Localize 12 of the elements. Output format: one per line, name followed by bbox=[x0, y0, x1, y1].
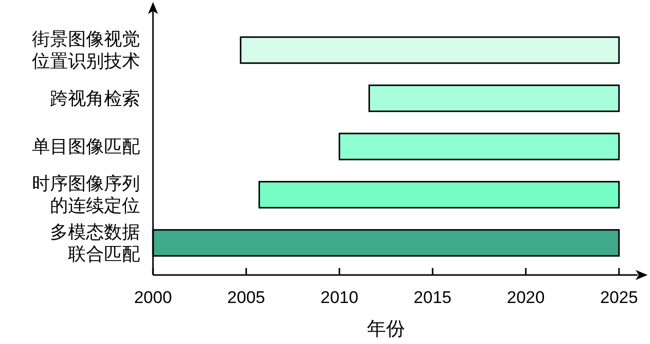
y-tick-label: 时序图像序列的连续定位 bbox=[32, 174, 140, 216]
x-tick-label: 2010 bbox=[320, 288, 358, 307]
x-tick-label: 2005 bbox=[227, 288, 266, 307]
x-tick-label: 2015 bbox=[414, 288, 452, 307]
y-tick-label: 街景图像视觉位置识别技术 bbox=[32, 29, 140, 72]
x-tick-label: 2020 bbox=[506, 288, 545, 307]
y-tick-label: 多模态数据联合匹配 bbox=[50, 222, 140, 264]
x-axis-title: 年份 bbox=[367, 319, 405, 340]
x-tick-label: 2025 bbox=[600, 288, 638, 307]
x-tick-label: 2000 bbox=[134, 288, 172, 307]
y-tick-label: 跨视角检索 bbox=[50, 88, 140, 108]
y-tick-label: 单目图像匹配 bbox=[32, 136, 140, 156]
